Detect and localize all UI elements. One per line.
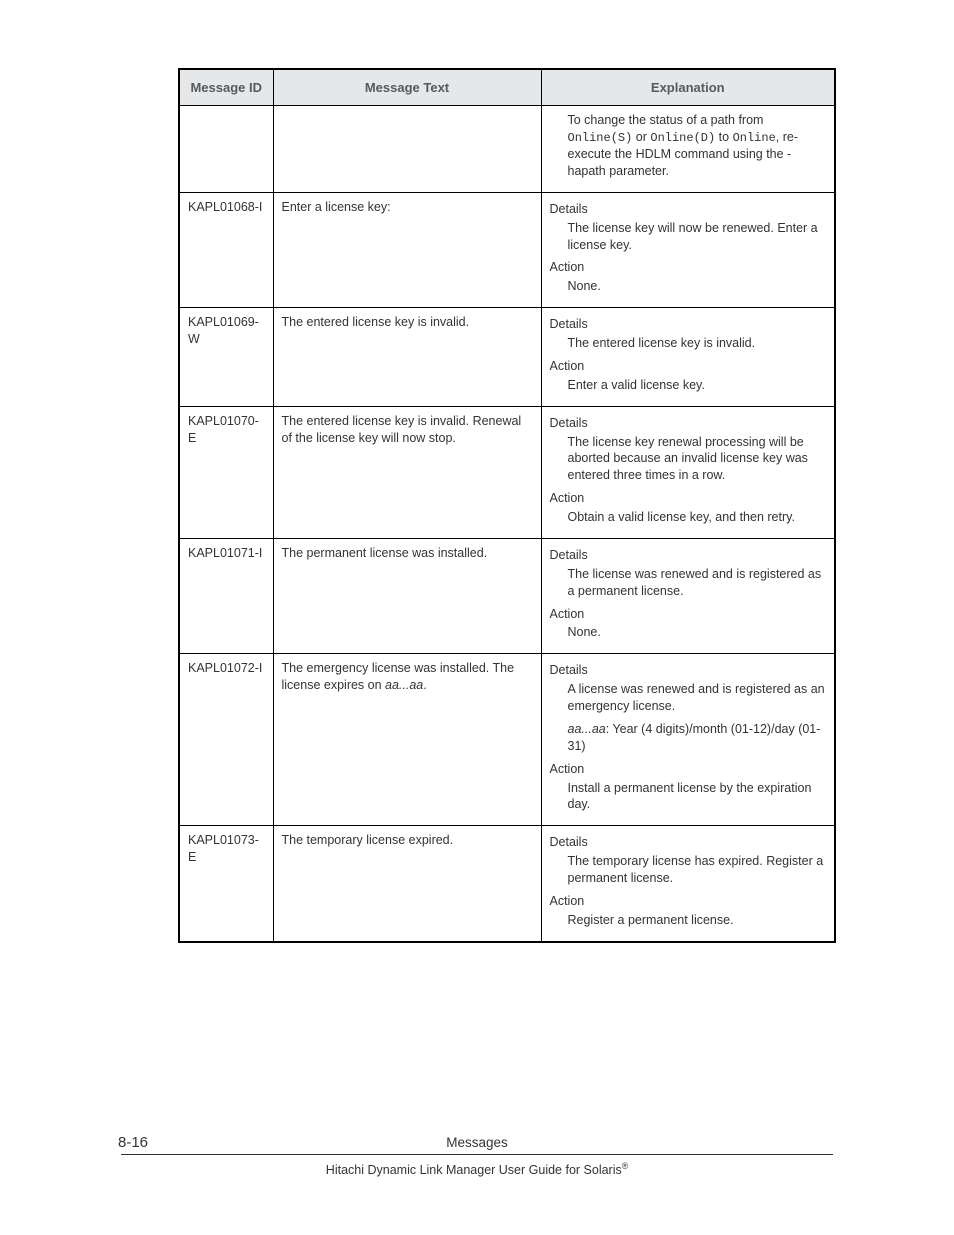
explanation-body: None.	[568, 278, 827, 295]
page-footer: 8-16 Messages Hitachi Dynamic Link Manag…	[0, 1134, 954, 1177]
cell-message-text	[273, 106, 541, 193]
explanation-label: Action	[550, 259, 827, 276]
table-row: KAPL01073-EThe temporary license expired…	[179, 826, 835, 942]
explanation-label: Action	[550, 761, 827, 778]
explanation-body: aa...aa: Year (4 digits)/month (01-12)/d…	[568, 721, 827, 755]
explanation-label: Details	[550, 415, 827, 432]
explanation-body: None.	[568, 624, 827, 641]
table-row: KAPL01069-WThe entered license key is in…	[179, 308, 835, 407]
explanation-body: Install a permanent license by the expir…	[568, 780, 827, 814]
explanation-body: Obtain a valid license key, and then ret…	[568, 509, 827, 526]
cell-message-id: KAPL01073-E	[179, 826, 273, 942]
explanation-label: Details	[550, 834, 827, 851]
explanation-label: Action	[550, 893, 827, 910]
explanation-label: Action	[550, 490, 827, 507]
table-row: To change the status of a path from Onli…	[179, 106, 835, 193]
cell-message-text: The temporary license expired.	[273, 826, 541, 942]
explanation-body: The license key will now be renewed. Ent…	[568, 220, 827, 254]
explanation-label: Details	[550, 316, 827, 333]
explanation-label: Details	[550, 201, 827, 218]
table-body: To change the status of a path from Onli…	[179, 106, 835, 942]
cell-explanation: Details The license key will now be renew…	[541, 192, 835, 307]
table-header-row: Message ID Message Text Explanation	[179, 69, 835, 106]
explanation-body: To change the status of a path from Onli…	[568, 112, 827, 180]
explanation-body: The license key renewal processing will …	[568, 434, 827, 485]
col-header-id: Message ID	[179, 69, 273, 106]
cell-explanation: Details A license was renewed and is regi…	[541, 654, 835, 826]
table-row: KAPL01068-IEnter a license key: Details Th…	[179, 192, 835, 307]
table-row: KAPL01072-IThe emergency license was ins…	[179, 654, 835, 826]
cell-explanation: Details The temporary license has expired…	[541, 826, 835, 942]
table-row: KAPL01071-IThe permanent license was ins…	[179, 538, 835, 653]
cell-explanation: Details The license was renewed and is re…	[541, 538, 835, 653]
explanation-label: Details	[550, 547, 827, 564]
cell-message-id: KAPL01069-W	[179, 308, 273, 407]
page-body: Message ID Message Text Explanation To c…	[0, 0, 954, 943]
cell-message-id	[179, 106, 273, 193]
table-row: KAPL01070-EThe entered license key is in…	[179, 406, 835, 538]
messages-table: Message ID Message Text Explanation To c…	[178, 68, 836, 943]
col-header-exp: Explanation	[541, 69, 835, 106]
cell-message-text: The entered license key is invalid.	[273, 308, 541, 407]
cell-message-id: KAPL01071-I	[179, 538, 273, 653]
explanation-body: Register a permanent license.	[568, 912, 827, 929]
footer-section: Messages	[157, 1135, 797, 1154]
page-number: 8-16	[118, 1134, 148, 1151]
cell-explanation: Details The entered license key is invali…	[541, 308, 835, 407]
cell-message-text: The emergency license was installed. The…	[273, 654, 541, 826]
explanation-label: Action	[550, 358, 827, 375]
explanation-body: The temporary license has expired. Regis…	[568, 853, 827, 887]
explanation-label: Action	[550, 606, 827, 623]
cell-explanation: Details The license key renewal processin…	[541, 406, 835, 538]
explanation-body: A license was renewed and is registered …	[568, 681, 827, 715]
footer-guide: Hitachi Dynamic Link Manager User Guide …	[0, 1155, 954, 1177]
cell-message-id: KAPL01068-I	[179, 192, 273, 307]
cell-message-id: KAPL01072-I	[179, 654, 273, 826]
explanation-body: The license was renewed and is registere…	[568, 566, 827, 600]
cell-message-id: KAPL01070-E	[179, 406, 273, 538]
explanation-body: The entered license key is invalid.	[568, 335, 827, 352]
cell-message-text: Enter a license key:	[273, 192, 541, 307]
cell-message-text: The entered license key is invalid. Rene…	[273, 406, 541, 538]
cell-explanation: To change the status of a path from Onli…	[541, 106, 835, 193]
cell-message-text: The permanent license was installed.	[273, 538, 541, 653]
col-header-text: Message Text	[273, 69, 541, 106]
explanation-label: Details	[550, 662, 827, 679]
explanation-body: Enter a valid license key.	[568, 377, 827, 394]
